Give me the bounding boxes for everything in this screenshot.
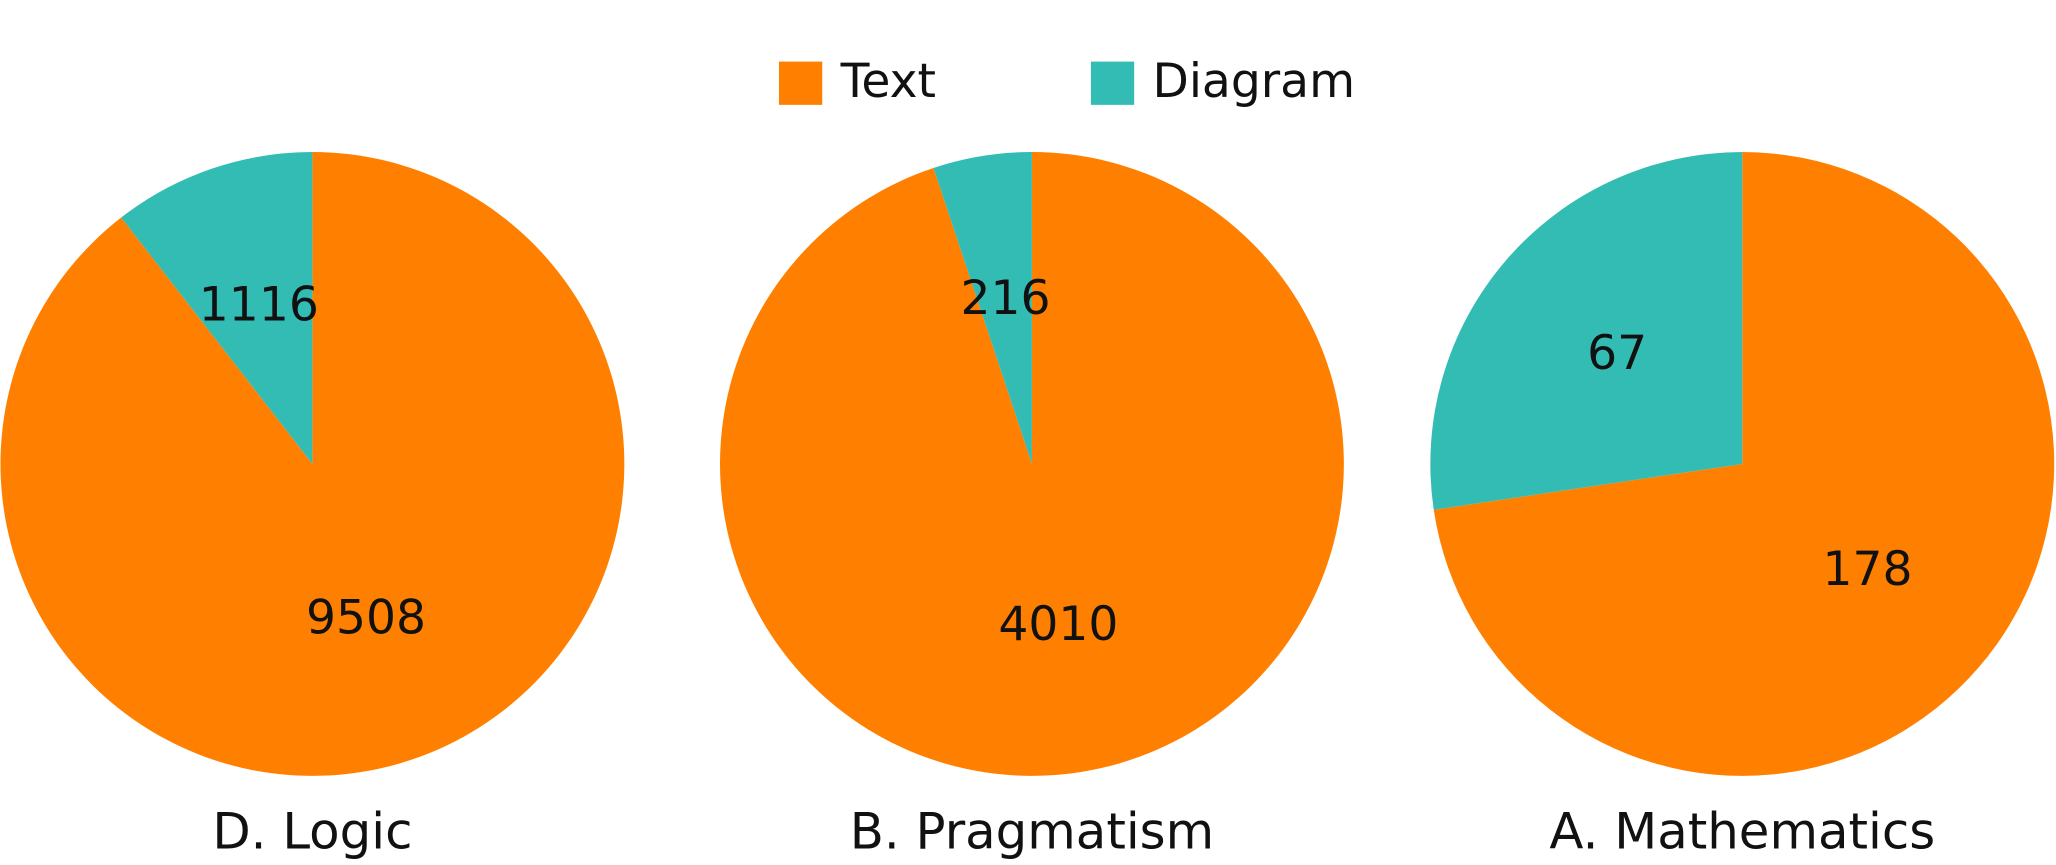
- legend-swatch: [1090, 61, 1135, 105]
- pie-slice: [121, 152, 313, 464]
- slice-label: 216: [960, 271, 1050, 326]
- pie-slice: [1433, 152, 2055, 776]
- slice-label: 9508: [306, 590, 426, 645]
- pie-slice: [933, 152, 1032, 464]
- legend-label: Text: [840, 54, 936, 109]
- pie-title: B. Pragmatism: [850, 802, 1214, 860]
- slice-label: 178: [1822, 542, 1912, 597]
- slice-label: 67: [1587, 326, 1647, 381]
- slice-label: 4010: [998, 597, 1118, 652]
- pie-slice: [1430, 152, 1743, 510]
- pie-title: D. Logic: [212, 802, 412, 860]
- legend-swatch: [778, 61, 823, 105]
- slice-label: 1116: [199, 278, 319, 333]
- pie-title: A. Mathematics: [1549, 802, 1935, 860]
- pie-slice: [0, 152, 625, 776]
- legend-label: Diagram: [1153, 54, 1356, 109]
- pie-slice: [720, 152, 1344, 776]
